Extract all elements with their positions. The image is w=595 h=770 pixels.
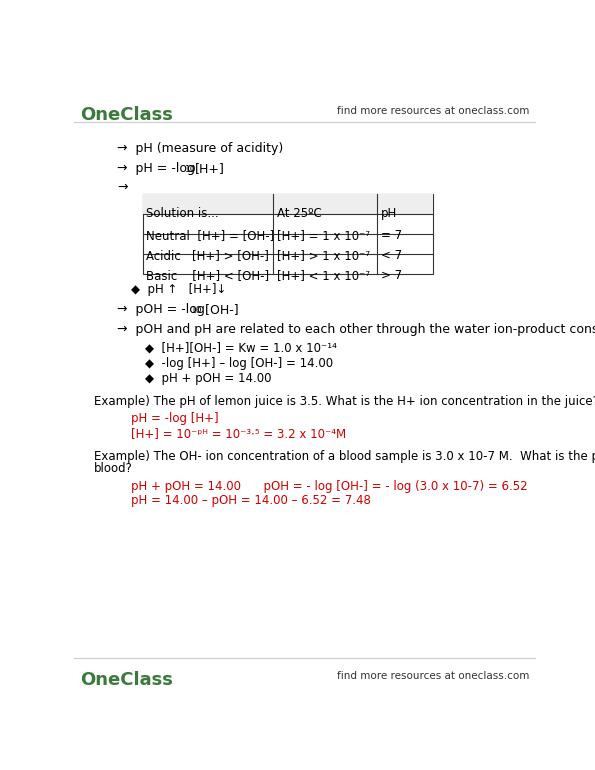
Text: Basic    [H+] < [OH-]: Basic [H+] < [OH-]: [146, 269, 270, 282]
Text: ◆  -log [H+] – log [OH-] = 14.00: ◆ -log [H+] – log [OH-] = 14.00: [145, 357, 333, 370]
Bar: [143, 194, 433, 274]
Text: →  pOH = -log: → pOH = -log: [117, 303, 205, 316]
Text: Neutral  [H+] = [OH-]: Neutral [H+] = [OH-]: [146, 229, 275, 242]
Text: →  pOH and pH are related to each other through the water ion-product constant: → pOH and pH are related to each other t…: [117, 323, 595, 336]
Text: OneClass: OneClass: [80, 106, 174, 124]
Text: Example) The OH- ion concentration of a blood sample is 3.0 x 10-7 M.  What is t: Example) The OH- ion concentration of a …: [94, 450, 595, 463]
Text: ◆  pH + pOH = 14.00: ◆ pH + pOH = 14.00: [145, 372, 271, 385]
Text: 10: 10: [192, 306, 203, 316]
Text: [H+] < 1 x 10⁻⁷: [H+] < 1 x 10⁻⁷: [277, 269, 369, 282]
Text: Acidic   [H+] > [OH-]: Acidic [H+] > [OH-]: [146, 249, 270, 262]
Text: pH: pH: [381, 207, 397, 220]
Text: →  pH = -log: → pH = -log: [117, 162, 195, 175]
Text: blood?: blood?: [94, 462, 133, 475]
Text: [H+] = 1 x 10⁻⁷: [H+] = 1 x 10⁻⁷: [277, 229, 369, 242]
Text: ◆  [H+][OH-] = Kw = 1.0 x 10⁻¹⁴: ◆ [H+][OH-] = Kw = 1.0 x 10⁻¹⁴: [145, 341, 337, 354]
Text: [OH-]: [OH-]: [202, 303, 239, 316]
Text: [H+] > 1 x 10⁻⁷: [H+] > 1 x 10⁻⁷: [277, 249, 369, 262]
Text: Solution is...: Solution is...: [146, 207, 219, 220]
Text: pH = -log [H+]: pH = -log [H+]: [131, 412, 218, 425]
Text: = 7: = 7: [381, 229, 402, 242]
Text: pH + pOH = 14.00      pOH = - log [OH-] = - log (3.0 x 10-7) = 6.52: pH + pOH = 14.00 pOH = - log [OH-] = - l…: [131, 480, 528, 493]
Text: Example) The pH of lemon juice is 3.5. What is the H+ ion concentration in the j: Example) The pH of lemon juice is 3.5. W…: [94, 395, 595, 408]
Text: 10: 10: [185, 165, 197, 174]
Text: ◆  pH ↑   [H+]↓: ◆ pH ↑ [H+]↓: [131, 283, 226, 296]
Text: →: →: [117, 181, 127, 194]
Text: find more resources at oneclass.com: find more resources at oneclass.com: [337, 106, 530, 116]
Text: [H+]: [H+]: [195, 162, 225, 175]
Text: At 25ºC: At 25ºC: [277, 207, 321, 220]
Text: > 7: > 7: [381, 269, 402, 282]
Text: < 7: < 7: [381, 249, 402, 262]
Text: →  pH (measure of acidity): → pH (measure of acidity): [117, 142, 283, 156]
Text: pH = 14.00 – pOH = 14.00 – 6.52 = 7.48: pH = 14.00 – pOH = 14.00 – 6.52 = 7.48: [131, 494, 371, 507]
Bar: [143, 194, 433, 214]
Text: OneClass: OneClass: [80, 671, 174, 689]
Text: [H+] = 10⁻ᵖᴴ = 10⁻³⋅⁵ = 3.2 x 10⁻⁴M: [H+] = 10⁻ᵖᴴ = 10⁻³⋅⁵ = 3.2 x 10⁻⁴M: [131, 427, 346, 440]
Text: find more resources at oneclass.com: find more resources at oneclass.com: [337, 671, 530, 681]
